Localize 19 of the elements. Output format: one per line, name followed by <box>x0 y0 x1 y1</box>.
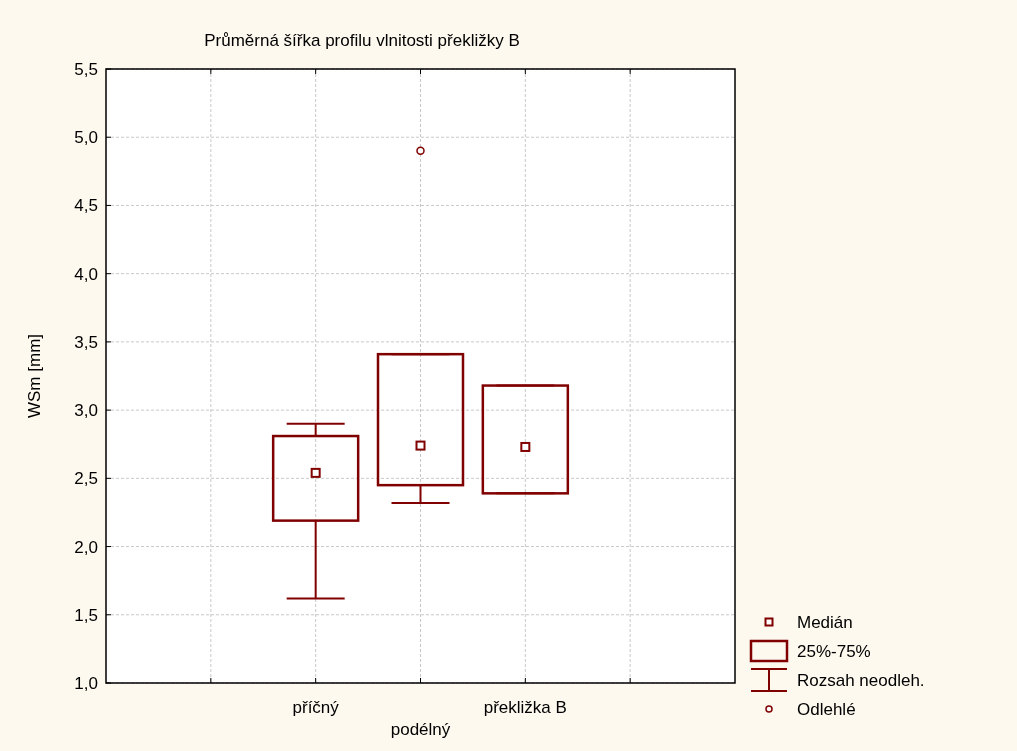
text: Medián <box>797 612 853 632</box>
text: Odlehlé <box>797 699 856 719</box>
y-tick-label: 1,5 <box>74 605 98 625</box>
y-tick-label: 5,0 <box>74 128 98 148</box>
y-tick-label: 3,5 <box>74 332 98 352</box>
y-tick-label: 4,0 <box>74 264 98 284</box>
x-tick-label: příčný <box>292 698 340 717</box>
y-axis-title: WSm [mm] <box>25 333 44 419</box>
y-tick-label: 1,0 <box>74 673 98 693</box>
y-tick-label: 2,5 <box>74 469 98 489</box>
x-tick-label: překližka B <box>483 698 567 717</box>
text: 25%-75% <box>797 641 871 661</box>
y-tick-label: 5,5 <box>74 59 98 79</box>
y-tick-label: 2,0 <box>74 537 98 557</box>
y-tick-label: 3,0 <box>74 401 98 421</box>
chart-title: Průměrná šířka profilu vlnitosti překližky B <box>204 31 520 50</box>
x-tick-label: podélný <box>390 720 451 739</box>
y-tick-label: 4,5 <box>74 196 98 216</box>
text: Rozsah neodleh. <box>797 670 925 690</box>
